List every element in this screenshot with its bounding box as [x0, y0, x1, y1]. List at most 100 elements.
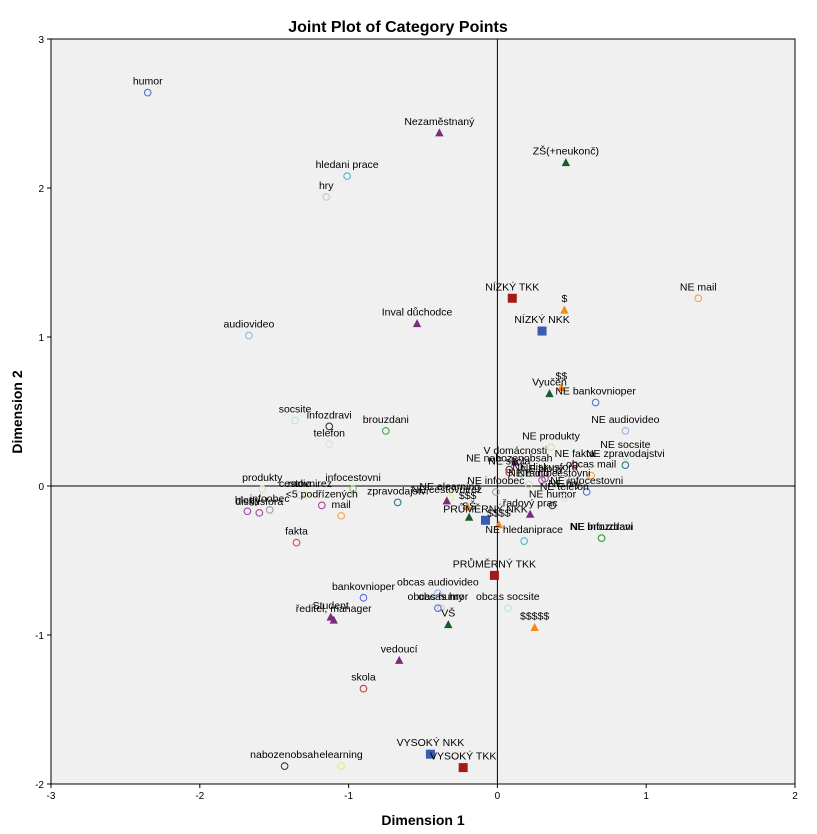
y-axis-label: Dimension 2: [9, 370, 25, 453]
x-axis-label: Dimension 1: [381, 812, 464, 828]
point-label: NE diskusfora: [512, 462, 578, 474]
point-marker-circle: [322, 193, 331, 201]
point-label: NE radio: [508, 468, 549, 480]
point-marker-square: [458, 763, 468, 773]
y-tick-label: 1: [38, 333, 44, 344]
point-marker-triangle: [463, 502, 472, 511]
point-marker-triangle: [557, 383, 566, 392]
point-label: $: [561, 293, 567, 305]
point-marker-circle: [541, 474, 549, 483]
point-marker-circle: [317, 501, 326, 510]
point-marker-circle: [547, 443, 555, 452]
point-marker-triangle: [435, 128, 444, 137]
point-marker-triangle: [545, 389, 554, 398]
point-label: V domácnosti: [483, 445, 547, 457]
point-label: audiovideo: [224, 319, 275, 331]
point-marker-circle: [280, 762, 289, 770]
point-label: obcas socsite: [476, 591, 540, 603]
x-tick-label: 2: [792, 791, 798, 802]
point-marker-square: [425, 749, 435, 759]
point-label: ředitel, manager: [296, 603, 372, 615]
point-label: NE infozdravi: [570, 521, 632, 533]
point-label: NE blogy: [521, 463, 564, 475]
point-label: PRŮMĚRNÝ TKK: [453, 557, 536, 570]
point-marker-circle: [243, 507, 252, 516]
point-label: $$$: [459, 490, 477, 502]
y-tick-label: -2: [35, 780, 44, 791]
point-label: $$: [556, 371, 568, 383]
point-marker-circle: [292, 538, 301, 547]
y-tick-label: 3: [38, 35, 44, 46]
point-label: Student: [313, 600, 349, 612]
point-label: obcas audiovideo: [397, 576, 479, 588]
point-marker-circle: [301, 491, 310, 499]
point-marker-triangle: [444, 620, 453, 629]
point-label: Inval důchodce: [382, 307, 453, 319]
point-marker-circle: [550, 480, 558, 489]
point-marker-circle: [337, 511, 346, 520]
point-label: <5 podřízených: [286, 488, 358, 500]
point-marker-circle: [255, 508, 264, 517]
point-marker-circle: [505, 465, 514, 474]
point-label: VYSOKÝ NKK: [397, 736, 465, 749]
point-marker-circle: [434, 604, 442, 613]
point-label: fakta: [285, 526, 308, 538]
point-marker-triangle: [530, 623, 539, 632]
point-marker-circle: [295, 491, 304, 499]
point-label: řadový prac: [503, 497, 558, 509]
point-label: infocestovni: [325, 472, 380, 484]
point-label: $$$$$: [520, 611, 549, 623]
point-label: NE audiovideo: [591, 414, 659, 426]
point-label: $$$$: [487, 508, 511, 520]
plot-area: [50, 38, 796, 785]
point-label: NE skola: [488, 456, 530, 468]
point-marker-circle: [325, 440, 334, 449]
point-label: Vyučen: [532, 377, 567, 389]
point-marker-circle: [359, 684, 368, 693]
point-marker-circle: [337, 762, 346, 770]
point-marker-circle: [492, 488, 500, 496]
point-marker-circle: [245, 331, 253, 340]
point-marker-circle: [349, 485, 357, 493]
point-marker-circle: [381, 427, 390, 435]
point-marker-circle: [548, 501, 557, 510]
point-marker-circle: [258, 485, 267, 493]
point-label: NE brouzdani: [570, 521, 634, 533]
point-label: NE hry: [548, 478, 581, 490]
point-label: NE humor: [529, 488, 577, 500]
point-marker-circle: [265, 505, 274, 514]
point-label: hry: [319, 180, 334, 192]
point-marker-circle: [393, 498, 402, 507]
point-marker-circle: [591, 398, 600, 407]
point-marker-triangle: [525, 509, 535, 518]
point-label: NE telefon: [540, 481, 589, 493]
point-marker-triangle: [442, 496, 452, 505]
point-label: NE infoobec: [467, 475, 524, 487]
point-marker-circle: [520, 537, 529, 545]
data-points: humor Nezaměstnaný ZŠ(+neukonč) hledani pra…: [133, 76, 717, 773]
point-marker-circle: [694, 294, 703, 303]
point-marker-circle: [359, 593, 368, 602]
point-label: blogy: [235, 494, 261, 506]
point-marker-circle: [560, 491, 569, 499]
x-tick-label: -2: [195, 791, 204, 802]
point-label: VŠ: [441, 607, 455, 620]
x-tick-label: 0: [495, 791, 501, 802]
point-label: nabozenobsah: [250, 749, 319, 761]
point-marker-triangle: [412, 319, 422, 328]
point-label: bankovnioper: [332, 581, 396, 593]
point-label: radio: [288, 478, 312, 490]
point-label: zpravodajstvi: [367, 485, 428, 497]
reference-lines: [51, 39, 795, 784]
point-marker-triangle: [511, 457, 520, 466]
point-marker-triangle: [494, 520, 504, 529]
point-label: obcas mail: [566, 459, 616, 471]
point-label: VYSOKÝ TKK: [430, 750, 496, 763]
point-marker-circle: [503, 604, 512, 613]
point-label: infoobec: [250, 493, 290, 505]
x-tick-label: -1: [344, 791, 353, 802]
point-marker-circle: [434, 589, 442, 598]
point-marker-circle: [621, 452, 630, 461]
point-label: brouzdani: [363, 414, 409, 426]
point-marker-square: [489, 570, 499, 580]
